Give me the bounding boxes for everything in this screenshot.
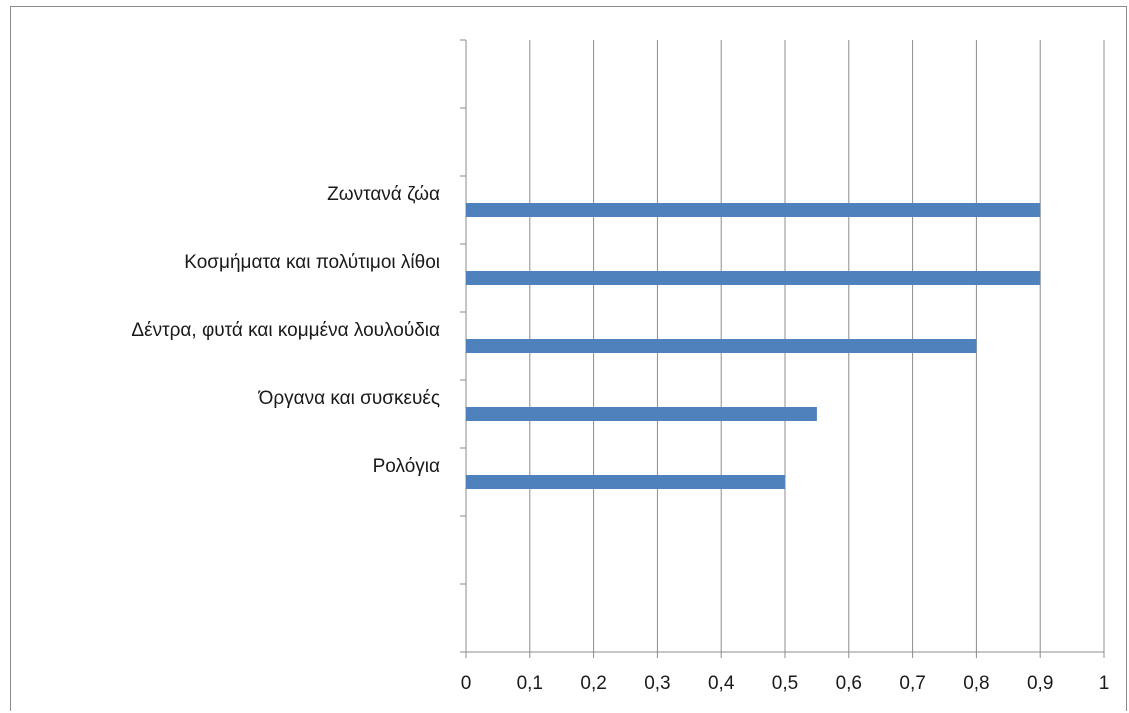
category-label: Ζωντανά ζώα [327, 184, 440, 205]
bar [466, 475, 785, 489]
x-tick-label: 0,2 [580, 673, 606, 694]
x-tick-label: 0,6 [836, 673, 862, 694]
x-tick-label: 0,9 [1027, 673, 1053, 694]
x-tick-label: 0,1 [517, 673, 543, 694]
category-label: Δέντρα, φυτά και κομμένα λουλούδια [131, 320, 440, 341]
bar [466, 271, 1041, 285]
x-tick-label: 0,5 [772, 673, 798, 694]
bar [466, 407, 817, 421]
x-tick-label: 0,7 [899, 673, 925, 694]
x-tick-label: 0,3 [644, 673, 670, 694]
chart-frame [10, 6, 1127, 711]
bar [466, 339, 977, 353]
category-label: Όργανα και συσκευές [258, 388, 440, 409]
category-label: Ρολόγια [373, 456, 440, 477]
x-tick-label: 0,4 [708, 673, 735, 694]
x-tick-label: 0 [461, 673, 472, 694]
x-tick-label: 0,8 [963, 673, 989, 694]
category-label: Κοσμήματα και πολύτιμοι λίθοι [184, 252, 440, 273]
bar-layer [466, 203, 1041, 489]
bar [466, 203, 1041, 217]
x-tick-label: 1 [1099, 673, 1110, 694]
label-layer: 0 0,1 0,2 0,3 0,4 0,5 0,6 0,7 0,8 0,9 1 Ζωντανά ζώα… [131, 184, 1109, 694]
